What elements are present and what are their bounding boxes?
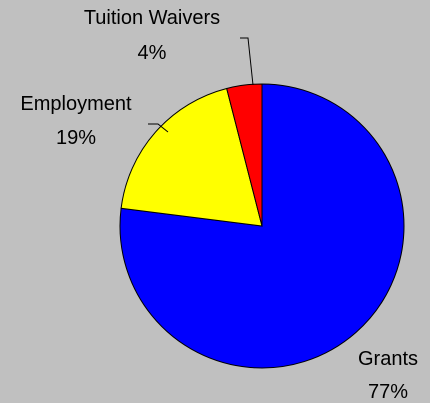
leader-line-employment [148,123,169,133]
slice-label-grants: Grants [358,348,418,370]
pie-slice-employment [120,87,263,227]
pie-slices [119,83,405,369]
pie-slice-tuition-waivers [226,83,263,227]
leader-lines [148,37,254,133]
slice-label-tuition-waivers: Tuition Waivers [84,7,220,29]
pie-slice-grants [119,83,405,369]
slice-value-employment: 19% [56,127,96,149]
slice-value-tuition-waivers: 4% [138,42,167,64]
leader-line-tuition-waivers [240,37,254,86]
slice-value-grants: 77% [368,381,408,403]
slice-label-employment: Employment [20,93,132,115]
slice-labels: Tuition Waivers 4% Employment 19% Grants… [20,7,418,403]
